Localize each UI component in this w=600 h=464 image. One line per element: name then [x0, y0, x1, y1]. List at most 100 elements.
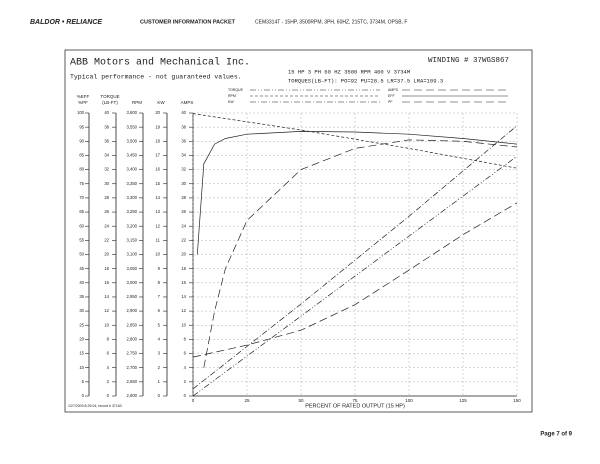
- y-tick-label: 38: [104, 124, 109, 129]
- y-tick-label: 70: [79, 195, 84, 200]
- y-tick-label: 1: [158, 379, 161, 384]
- y-tick-label: 40: [79, 280, 84, 285]
- y-tick-label: 15: [79, 351, 84, 356]
- y-tick-label: 20: [155, 110, 160, 115]
- y-tick-label: 16: [155, 167, 160, 172]
- y-tick-label: 22: [104, 237, 109, 242]
- y-tick-label: 3,000: [127, 280, 138, 285]
- y-tick-label: 3,100: [127, 252, 138, 257]
- x-tick-label: 75: [352, 398, 358, 403]
- x-tick-label: 100: [405, 398, 413, 403]
- y-tick-label: 3,500: [127, 138, 138, 143]
- y-tick-label: 30: [181, 181, 186, 186]
- y-tick-label: 6: [184, 351, 187, 356]
- y-tick-label: 38: [181, 124, 186, 129]
- y-tick-label: 26: [181, 209, 186, 214]
- y-tick-label: 10: [155, 252, 160, 257]
- y-tick-label: 18: [104, 266, 109, 271]
- page-number: Page 7 of 9: [540, 432, 572, 438]
- y-tick-label: 0: [184, 393, 187, 398]
- y-tick-label: 18: [155, 138, 160, 143]
- y-tick-label: 34: [181, 153, 186, 158]
- y-tick-label: 22: [181, 237, 186, 242]
- legend-label: RPM: [228, 94, 236, 98]
- y-tick-label: 2,650: [127, 379, 138, 384]
- x-tick-label: 50: [298, 398, 304, 403]
- y-tick-label: 2,700: [127, 365, 138, 370]
- y-tick-label: 36: [181, 138, 186, 143]
- y-tick-label: 3,050: [127, 266, 138, 271]
- brand: BALDOR • RELIANCE: [30, 19, 102, 26]
- x-axis-label: PERCENT OF RATED OUTPUT (15 HP): [305, 403, 405, 409]
- legend-label: TORQUE: [228, 88, 244, 92]
- axis-label: AMPS: [181, 100, 194, 105]
- legend-label: EFF: [388, 94, 395, 98]
- series-line: [192, 155, 518, 397]
- y-tick-label: 9: [158, 266, 161, 271]
- y-tick-label: 8: [184, 337, 187, 342]
- y-tick-label: 2,900: [127, 308, 138, 313]
- y-tick-label: 5: [158, 322, 161, 327]
- legend-label: AMPS: [388, 88, 399, 92]
- y-tick-label: 5: [82, 379, 85, 384]
- y-tick-label: 0: [158, 393, 161, 398]
- y-tick-label: 14: [181, 294, 186, 299]
- y-tick-label: 2,800: [127, 337, 138, 342]
- legend-label: PF: [388, 100, 392, 104]
- y-tick-label: 11: [156, 237, 161, 242]
- record: 1/27/2009 8:29:04, record # 37163: [68, 404, 122, 408]
- y-tick-label: 20: [104, 252, 109, 257]
- y-tick-label: 10: [79, 365, 84, 370]
- legend-label: KW: [228, 100, 234, 104]
- y-tick-label: 20: [79, 337, 84, 342]
- y-tick-label: 40: [181, 110, 186, 115]
- y-tick-label: 40: [104, 110, 109, 115]
- y-tick-label: 20: [181, 252, 186, 257]
- y-tick-label: 3,300: [127, 195, 138, 200]
- y-tick-label: 30: [104, 181, 109, 186]
- series-line: [196, 131, 518, 255]
- axis-label: TORQUE: [100, 94, 119, 99]
- y-tick-label: 85: [79, 153, 84, 158]
- company: ABB Motors and Mechanical Inc.: [70, 57, 250, 69]
- y-tick-label: 4: [107, 365, 110, 370]
- y-tick-label: 19: [155, 124, 160, 129]
- series-line: [203, 139, 518, 368]
- y-tick-label: 3: [158, 351, 161, 356]
- x-tick-label: 125: [459, 398, 467, 403]
- y-tick-label: 28: [181, 195, 186, 200]
- y-tick-label: 100: [77, 110, 85, 115]
- y-tick-label: 2,850: [127, 322, 138, 327]
- y-tick-label: 90: [79, 138, 84, 143]
- chart-frame: [64, 49, 533, 413]
- y-tick-label: 4: [158, 337, 161, 342]
- x-tick-label: 25: [244, 398, 250, 403]
- x-tick-label: 0: [192, 398, 195, 403]
- y-tick-label: 12: [155, 223, 160, 228]
- y-tick-label: 17: [155, 153, 160, 158]
- y-tick-label: 0: [107, 393, 110, 398]
- y-tick-label: 2,950: [127, 294, 138, 299]
- y-tick-label: 6: [158, 308, 161, 313]
- y-tick-label: 10: [104, 322, 109, 327]
- y-tick-label: 25: [79, 322, 84, 327]
- y-tick-label: 8: [158, 280, 161, 285]
- torques: TORQUES(LB-FT): PO=92 PU=28.5 LR=37.5 LR…: [288, 77, 443, 84]
- x-tick-label: 150: [513, 398, 521, 403]
- specs: 15 HP 3 PH 60 HZ 3500 RPM 460 V 3734M: [288, 68, 410, 75]
- description: CEM3314T - 15HP, 3500RPM, 3PH, 60HZ, 215…: [255, 19, 407, 25]
- y-tick-label: 3,400: [127, 167, 138, 172]
- section-title: CUSTOMER INFORMATION PACKET: [140, 19, 236, 25]
- y-tick-label: 35: [79, 294, 84, 299]
- subtitle: Typical performance - not guaranteed val…: [70, 74, 242, 81]
- winding: WINDING # 37WGS867: [428, 57, 509, 65]
- y-tick-label: 60: [79, 223, 84, 228]
- y-tick-label: 16: [104, 280, 109, 285]
- y-tick-label: 18: [181, 266, 186, 271]
- y-tick-label: 3,600: [127, 110, 138, 115]
- axis-label: (LB-FT): [102, 100, 118, 105]
- series-line: [192, 125, 518, 390]
- axis-label: %EFF: [77, 94, 90, 99]
- y-tick-label: 3,450: [127, 153, 138, 158]
